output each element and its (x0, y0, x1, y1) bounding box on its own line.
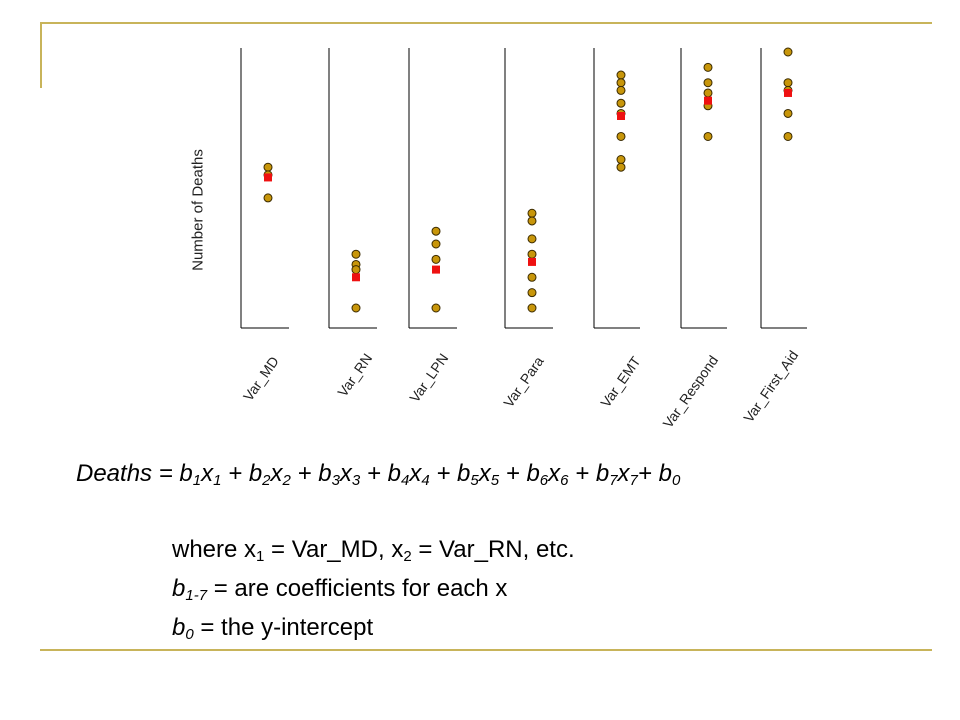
data-point (263, 162, 273, 172)
data-point (616, 131, 626, 141)
equation-term: b5x5 (457, 460, 500, 489)
data-point (431, 239, 441, 249)
data-point (783, 108, 793, 118)
data-point (616, 78, 626, 88)
equation-term: b6x6 (526, 460, 569, 489)
mean-marker (264, 173, 272, 182)
data-point (703, 62, 713, 72)
mean-marker (432, 265, 440, 274)
equation-term: b3x3 (318, 460, 361, 489)
panel-var-first-aid (760, 47, 807, 329)
data-point (527, 234, 537, 244)
note-where: where x1 = Var_MD, x2 = Var_RN, etc. (172, 536, 575, 565)
panel-var-lpn (408, 48, 457, 329)
note-coefficients: b1-7 = are coefficients for each x (172, 575, 508, 604)
data-point (431, 226, 441, 236)
data-point (527, 303, 537, 313)
equation-terms: b1x1 + b2x2 + b3x3 + b4x4 + b5x5 + b6x6 … (179, 460, 638, 489)
equation-notes: where x1 = Var_MD, x2 = Var_RN, etc. b1-… (172, 534, 575, 651)
equation-lhs: Deaths (76, 460, 153, 487)
data-point (703, 131, 713, 141)
data-point (616, 98, 626, 108)
equation-term: b7x7 (595, 460, 638, 489)
data-point (527, 216, 537, 226)
note-intercept: b0 = the y-intercept (172, 614, 374, 643)
mean-marker (528, 257, 536, 266)
equation-intercept: b (658, 460, 672, 487)
data-point (431, 254, 441, 264)
y-axis-label: Number of Deaths (189, 149, 207, 271)
dot-plot (240, 47, 807, 329)
regression-equation: Deaths = b1x1 + b2x2 + b3x3 + b4x4 + b5x… (76, 460, 681, 489)
mean-marker (784, 88, 792, 97)
panel-var-emt (593, 48, 640, 329)
data-point (616, 155, 626, 165)
equation-term: b2x2 (248, 460, 291, 489)
left-rule (40, 22, 42, 88)
data-point (351, 249, 361, 259)
data-point (783, 78, 793, 88)
panel-var-respond (680, 48, 727, 329)
data-point (527, 272, 537, 282)
panel-var-md (240, 48, 289, 329)
equation-term: b1x1 (179, 460, 222, 489)
data-point (351, 303, 361, 313)
top-rule (40, 22, 932, 24)
data-point (783, 47, 793, 57)
mean-marker (617, 112, 625, 120)
mean-marker (352, 273, 360, 282)
panel-var-para (504, 48, 553, 329)
bottom-rule (40, 649, 932, 651)
data-point (616, 162, 626, 172)
data-point (616, 70, 626, 80)
data-point (351, 265, 361, 275)
data-point (527, 249, 537, 259)
data-point (527, 288, 537, 298)
equation-term: b4x4 (387, 460, 430, 489)
mean-marker (704, 96, 712, 105)
data-point (616, 85, 626, 95)
data-point (703, 78, 713, 88)
data-point (527, 208, 537, 218)
data-point (703, 88, 713, 98)
data-point (263, 193, 273, 203)
data-point (431, 303, 441, 313)
data-point (783, 131, 793, 141)
panel-var-rn (328, 48, 377, 329)
